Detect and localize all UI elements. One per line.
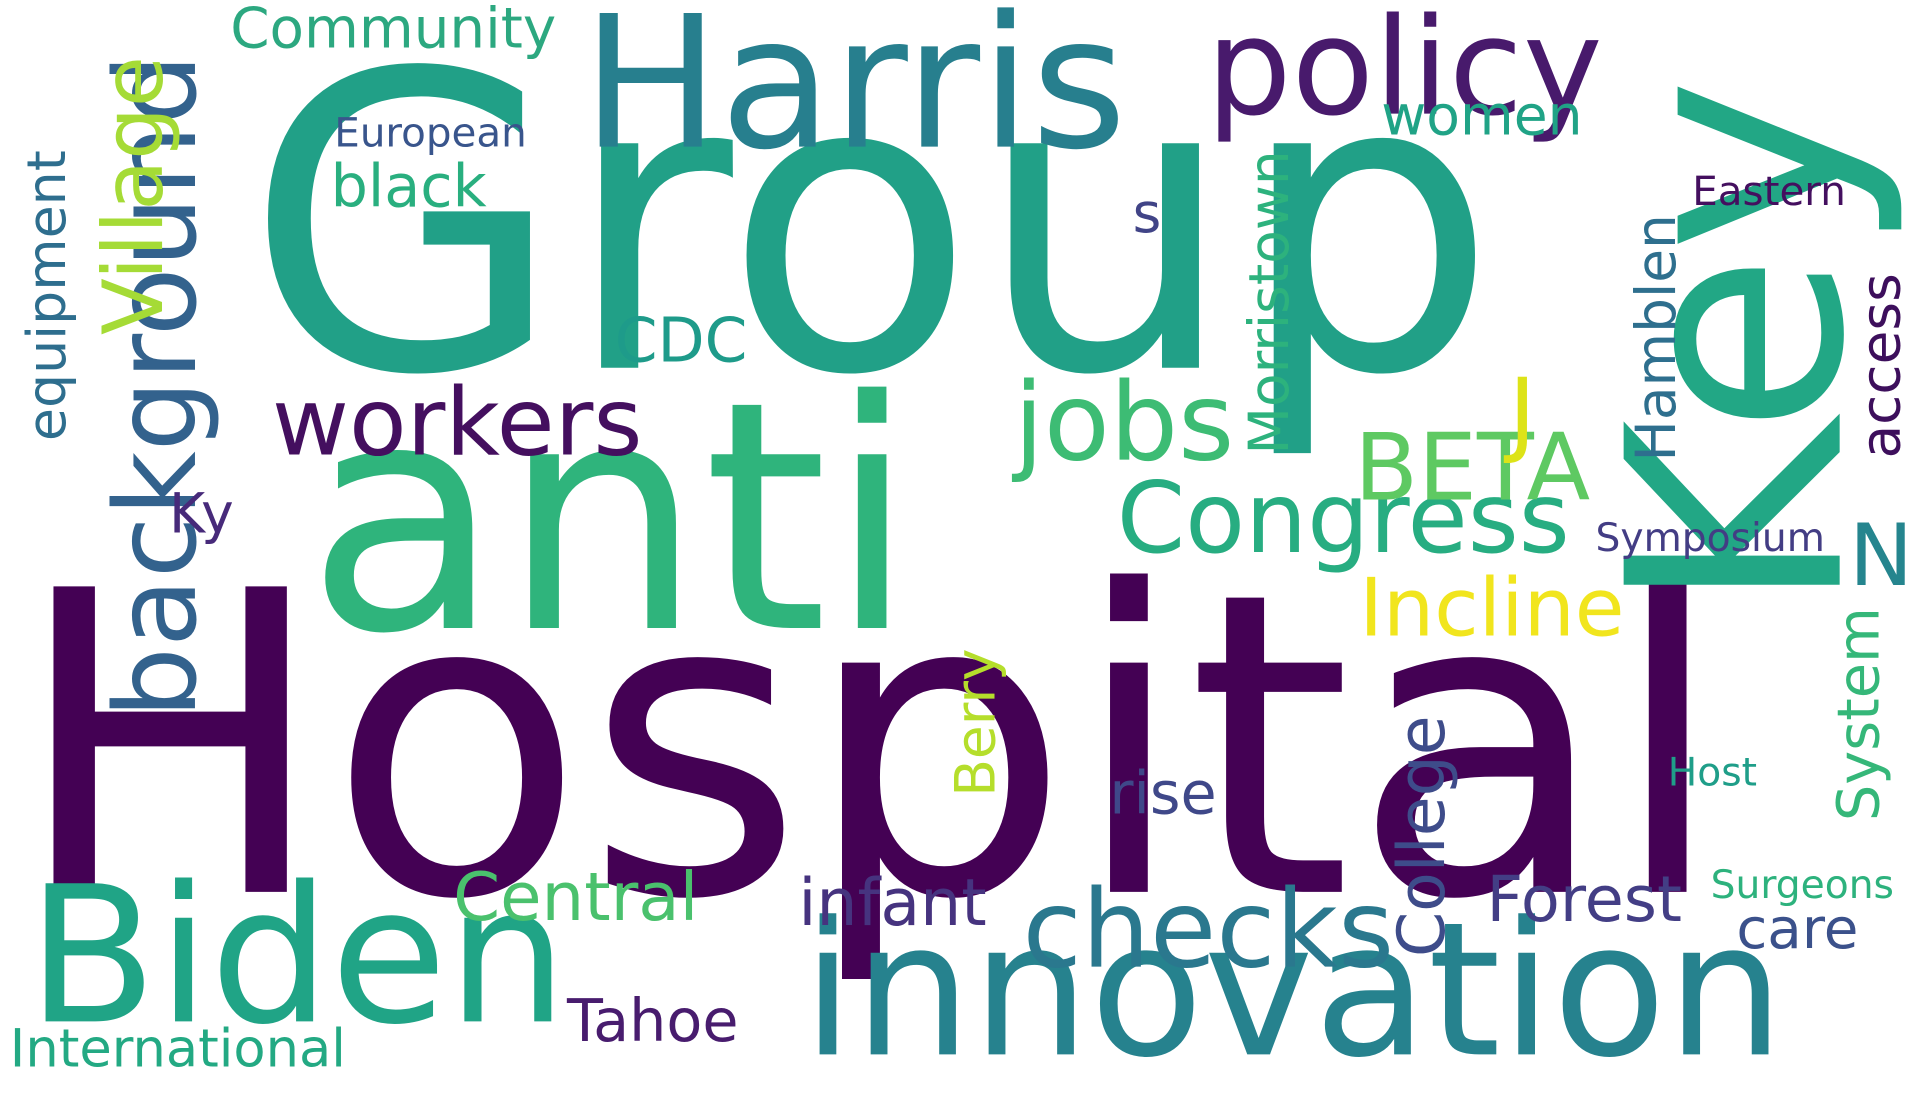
word-international: International: [9, 1018, 346, 1080]
word-care: care: [1736, 895, 1859, 962]
word-checks: checks: [1022, 866, 1395, 993]
word-eastern: Eastern: [1692, 167, 1846, 216]
word-workers: workers: [271, 368, 643, 478]
word-black: black: [330, 152, 487, 222]
word-hospital: Hospital: [12, 503, 1726, 991]
word-forest: Forest: [1486, 863, 1682, 938]
word-access: access: [1848, 273, 1914, 459]
word-biden: Biden: [26, 845, 568, 1067]
word-policy: policy: [1206, 0, 1603, 146]
word-congress: Congress: [1116, 461, 1570, 576]
word-group: Group: [244, 0, 1498, 466]
word-host: Host: [1667, 748, 1757, 796]
word-infant: infant: [798, 866, 987, 941]
word-innovation: innovation: [802, 882, 1785, 1098]
word-berry: Berry: [943, 648, 1009, 797]
word-european: European: [334, 108, 527, 157]
word-college: College: [1385, 715, 1461, 958]
word-harris: Harris: [581, 0, 1127, 191]
word-village: Village: [85, 55, 183, 335]
word-rise: rise: [1109, 759, 1217, 829]
word-beta: BETA: [1354, 412, 1591, 522]
word-incline: Incline: [1359, 560, 1625, 655]
word-community: Community: [230, 0, 557, 62]
word-anti: anti: [306, 334, 917, 704]
word-hamblen: Hamblen: [1623, 214, 1689, 462]
word-jobs: jobs: [1013, 359, 1235, 486]
word-n: N: [1848, 505, 1914, 606]
word-central: Central: [453, 857, 699, 936]
word-morristown: Morristown: [1236, 150, 1302, 455]
word-s: s: [1132, 180, 1162, 246]
word-equipment: equipment: [15, 150, 79, 442]
word-ky: Ky: [168, 481, 234, 547]
word-tahoe: Tahoe: [566, 987, 739, 1056]
word-j: J: [1508, 357, 1537, 467]
word-system: System: [1825, 607, 1894, 822]
word-symposium: Symposium: [1595, 514, 1825, 561]
word-women: women: [1381, 83, 1583, 148]
word-surgeons: Surgeons: [1710, 861, 1894, 908]
word-cdc: CDC: [614, 305, 748, 377]
